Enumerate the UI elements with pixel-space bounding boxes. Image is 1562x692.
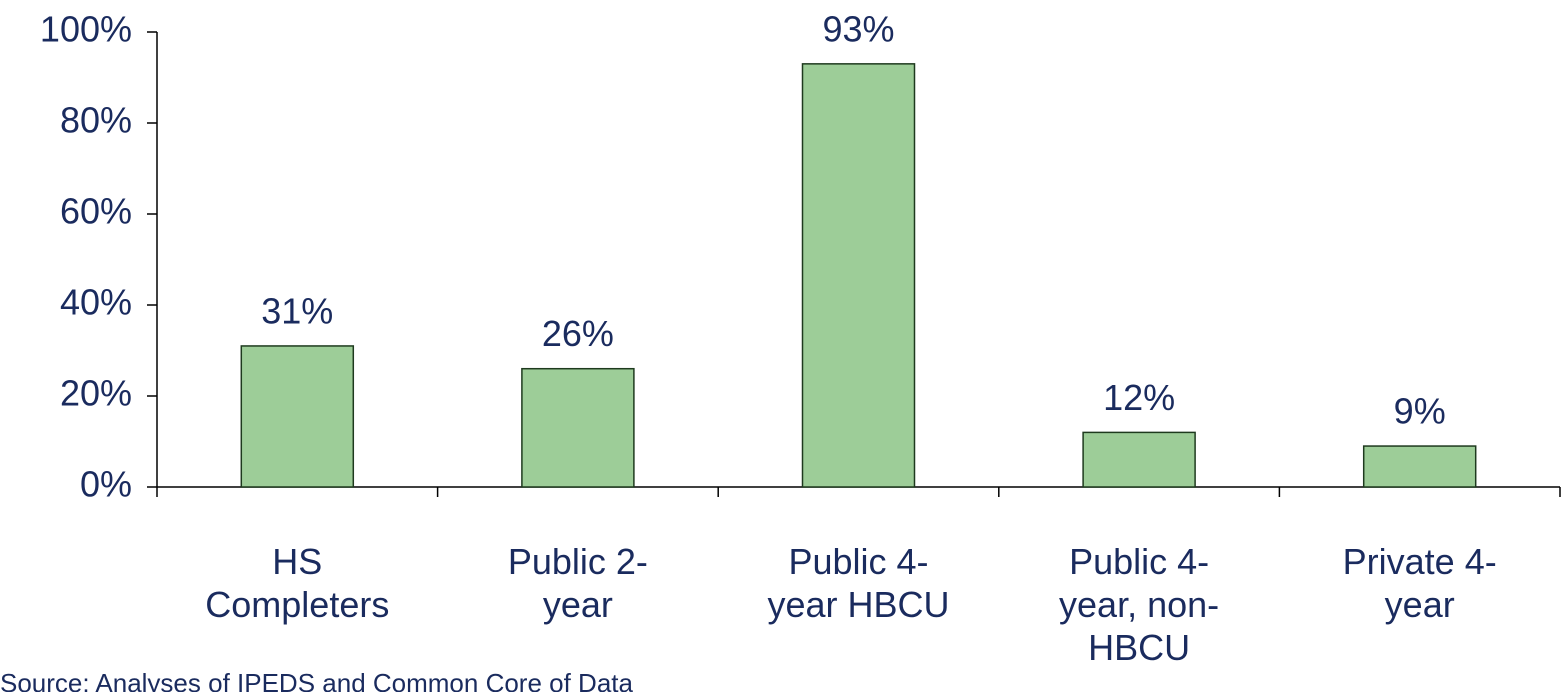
data-label: 26%: [542, 313, 614, 354]
y-tick-label: 0%: [80, 464, 132, 505]
x-tick-label: Public 2-year: [507, 541, 648, 625]
y-tick-label: 40%: [60, 282, 132, 323]
y-tick-label: 100%: [40, 9, 132, 50]
data-label: 31%: [261, 290, 333, 331]
bar: [240, 345, 355, 488]
source-note: Source: Analyses of IPEDS and Common Cor…: [0, 668, 633, 692]
bar: [1082, 431, 1196, 488]
y-tick-label: 60%: [60, 191, 132, 232]
data-label: 9%: [1394, 391, 1446, 432]
bar: [801, 63, 916, 488]
x-tick-label: Private 4-year: [1342, 541, 1497, 625]
data-label: 93%: [822, 8, 894, 49]
x-tick-label: Public 4-year HBCU: [767, 541, 950, 625]
y-tick-label: 20%: [60, 373, 132, 414]
bar: [1362, 445, 1477, 488]
y-tick-label: 80%: [60, 100, 132, 141]
bar: [521, 367, 635, 488]
x-tick-label: Public 4-year, non-HBCU: [1059, 541, 1220, 668]
data-label: 12%: [1103, 377, 1175, 418]
x-tick-label: HS Completers: [205, 541, 390, 625]
